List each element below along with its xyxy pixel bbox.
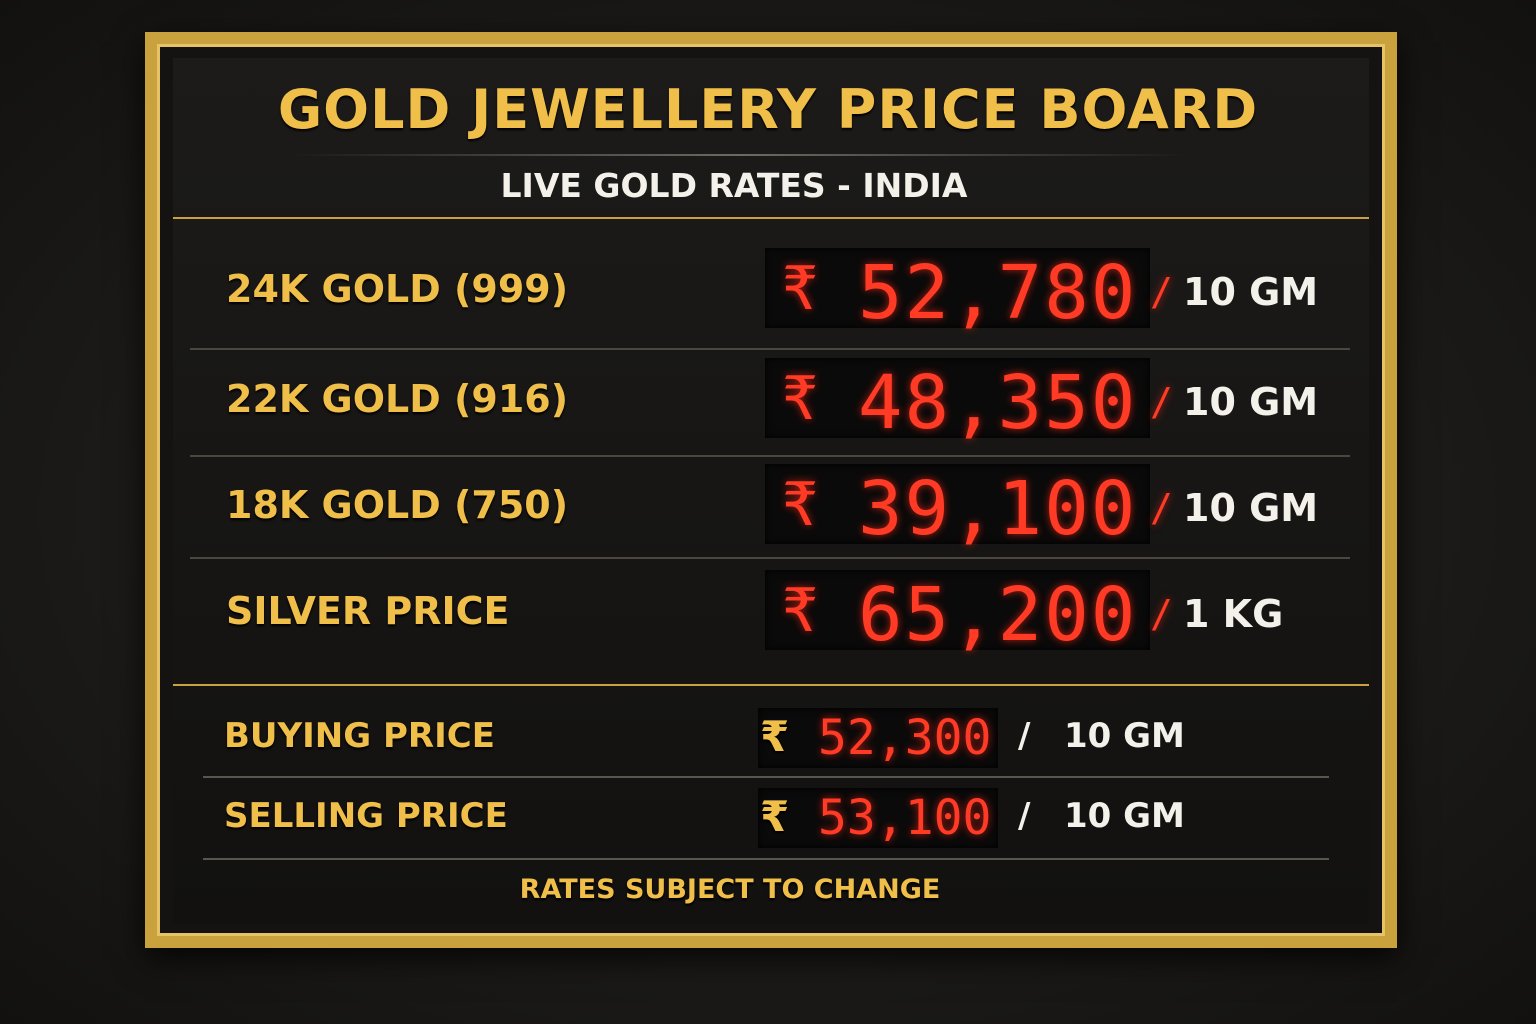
currency: ₹ <box>760 792 790 841</box>
gold-rule <box>173 217 1369 219</box>
price: 48,350 <box>858 360 1138 446</box>
rate-label: SILVER PRICE <box>226 589 510 633</box>
row-divider <box>190 348 1350 350</box>
subtitle: LIVE GOLD RATES - INDIA <box>500 166 968 205</box>
led-display <box>765 248 1150 328</box>
separator: / <box>1150 486 1173 530</box>
unit: 1 KG <box>1183 592 1284 636</box>
rate-label: 18K GOLD (750) <box>226 483 569 527</box>
price: 65,200 <box>858 572 1138 658</box>
separator: / <box>1018 796 1031 836</box>
divider <box>290 154 1190 156</box>
price: 52,300 <box>818 710 992 766</box>
unit: 10 GM <box>1183 380 1319 424</box>
led-display <box>765 358 1150 438</box>
unit: 10 GM <box>1064 796 1185 836</box>
footer-note: RATES SUBJECT TO CHANGE <box>519 874 941 905</box>
title: GOLD JEWELLERY PRICE BOARD <box>277 78 1259 141</box>
separator: / <box>1150 270 1173 314</box>
row-divider <box>203 776 1329 778</box>
led-display <box>765 464 1150 544</box>
gold-rule <box>173 684 1369 686</box>
row-divider <box>203 858 1329 860</box>
unit: 10 GM <box>1183 270 1319 314</box>
unit: 10 GM <box>1183 486 1319 530</box>
price: 52,780 <box>858 250 1138 336</box>
currency: ₹ <box>782 364 819 434</box>
trade-label: SELLING PRICE <box>224 796 508 836</box>
unit: 10 GM <box>1064 716 1185 756</box>
price: 53,100 <box>818 790 992 846</box>
separator: / <box>1150 592 1173 636</box>
separator: / <box>1150 380 1173 424</box>
currency: ₹ <box>760 712 790 761</box>
rate-label: 22K GOLD (916) <box>226 377 569 421</box>
led-display <box>758 708 998 768</box>
separator: / <box>1018 716 1031 756</box>
led-display <box>758 788 998 848</box>
trade-label: BUYING PRICE <box>224 716 495 756</box>
currency: ₹ <box>782 254 819 324</box>
led-display <box>765 570 1150 650</box>
currency: ₹ <box>782 470 819 540</box>
price: 39,100 <box>858 466 1138 552</box>
currency: ₹ <box>782 576 819 646</box>
row-divider <box>190 557 1350 559</box>
rate-label: 24K GOLD (999) <box>226 267 569 311</box>
row-divider <box>190 455 1350 457</box>
